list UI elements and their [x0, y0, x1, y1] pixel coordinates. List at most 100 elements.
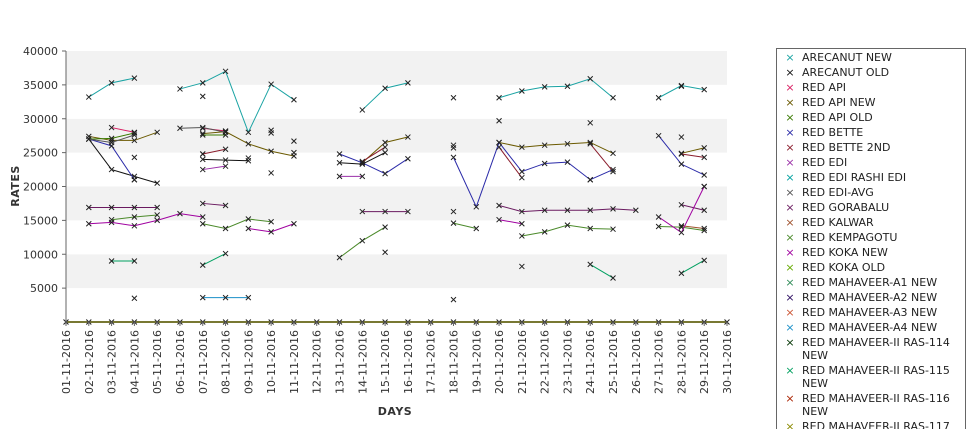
data-point [541, 84, 548, 90]
series-line [589, 143, 614, 172]
data-point [85, 204, 92, 211]
data-point [519, 174, 525, 181]
x-tick-label: 09-11-2016 [242, 330, 255, 394]
data-point [678, 229, 685, 236]
data-point [655, 132, 662, 139]
legend-item: × RED API [777, 79, 965, 94]
legend-item: × RED KOKA OLD [777, 259, 965, 274]
series-red-edi-avg [85, 124, 274, 146]
legend-label: RED KALWAR [802, 216, 874, 229]
data-point [131, 130, 138, 136]
legend-label: ARECANUT OLD [802, 66, 890, 79]
data-point [199, 93, 206, 100]
data-point [108, 219, 115, 226]
data-point [108, 258, 115, 264]
data-point [336, 173, 343, 180]
data-point [131, 295, 138, 302]
legend-marker-icon: × [785, 96, 795, 109]
data-point [199, 214, 206, 220]
data-point [131, 222, 138, 229]
data-point [610, 226, 616, 233]
data-point [519, 263, 525, 270]
legend-label: RED KEMPAGOTU [802, 231, 898, 244]
y-tick-label: 40000 [23, 45, 58, 58]
data-point [291, 96, 297, 103]
series-line [589, 263, 614, 279]
data-point [496, 139, 502, 146]
series-red-kempagotu [108, 212, 708, 261]
legend-item: × RED MAHAVEER-II RAS-117 N [777, 418, 965, 429]
data-point [587, 261, 594, 268]
legend-item: × RED KOKA NEW [777, 244, 965, 259]
x-tick-label: 24-11-2016 [584, 330, 597, 394]
legend-label: RED MAHAVEER-II RAS-114 NEW [802, 336, 950, 362]
data-point [473, 225, 480, 232]
data-point [359, 208, 366, 215]
legend-label: RED BETTE 2ND [802, 141, 891, 154]
x-tick-label: 02-11-2016 [83, 330, 96, 394]
legend-item: × RED MAHAVEER-A4 NEW [777, 319, 965, 334]
series-red-edi-rashi-edi [199, 83, 685, 124]
legend-marker-icon: × [785, 201, 795, 214]
series-line [498, 146, 523, 178]
data-point [222, 202, 229, 209]
data-point [701, 227, 708, 234]
legend-label: RED GORABALU [802, 201, 890, 214]
legend-item: × RED GORABALU [777, 199, 965, 214]
data-point [610, 206, 616, 212]
data-point [199, 294, 206, 301]
data-point [336, 254, 343, 261]
y-tick-label: 35000 [23, 79, 58, 92]
legend-label: RED API OLD [802, 111, 873, 124]
legend-item: × RED EDI-AVG [777, 184, 965, 199]
legend-marker-icon: × [785, 111, 795, 124]
data-point [291, 149, 297, 156]
legend-label: RED EDI-AVG [802, 186, 874, 199]
grid-band [66, 84, 727, 119]
y-tick-label: 30000 [23, 113, 58, 126]
data-point [222, 129, 229, 136]
legend-marker-icon: × [785, 186, 795, 199]
data-point [382, 144, 388, 151]
legend-item: × RED MAHAVEER-II RAS-115 NEW [777, 362, 965, 390]
legend-item: × RED BETTE [777, 124, 965, 139]
data-point [154, 204, 161, 211]
data-point [199, 79, 206, 86]
legend-marker-icon: × [785, 51, 795, 64]
data-point [131, 176, 138, 183]
legend-marker-icon: × [785, 231, 795, 244]
data-point [450, 220, 457, 226]
data-point [245, 129, 252, 136]
data-point [450, 94, 457, 101]
x-tick-label: 05-11-2016 [151, 330, 164, 394]
legend-marker-icon: × [785, 420, 795, 429]
data-point [245, 155, 252, 161]
series-red-koka-new [85, 183, 708, 236]
data-point [268, 170, 274, 176]
grid-band [66, 152, 727, 187]
legend-marker-icon: × [785, 261, 795, 274]
x-tick-label: 13-11-2016 [334, 330, 347, 394]
series-line [111, 127, 135, 133]
data-point [382, 170, 388, 177]
data-point [85, 220, 92, 227]
x-tick-label: 10-11-2016 [265, 330, 278, 394]
series-red-bette [85, 132, 708, 210]
data-point [655, 223, 662, 230]
x-tick-label: 25-11-2016 [607, 330, 620, 394]
grid-band [66, 51, 727, 85]
y-tick-label: 5000 [30, 282, 58, 295]
data-point [131, 258, 138, 264]
x-tick-label: 04-11-2016 [128, 330, 141, 394]
x-tick-label: 06-11-2016 [174, 330, 187, 394]
data-point [199, 262, 206, 268]
legend-item: × RED API OLD [777, 109, 965, 124]
data-point [564, 140, 571, 147]
legend-item: × RED MAHAVEER-A3 NEW [777, 304, 965, 319]
data-point [131, 154, 138, 161]
data-point [154, 212, 161, 218]
grid-bands [66, 51, 727, 322]
x-tick-label: 15-11-2016 [379, 330, 392, 394]
grid-band [66, 288, 727, 322]
series-red-mahaveer-ii-ras-115-new [108, 249, 708, 281]
